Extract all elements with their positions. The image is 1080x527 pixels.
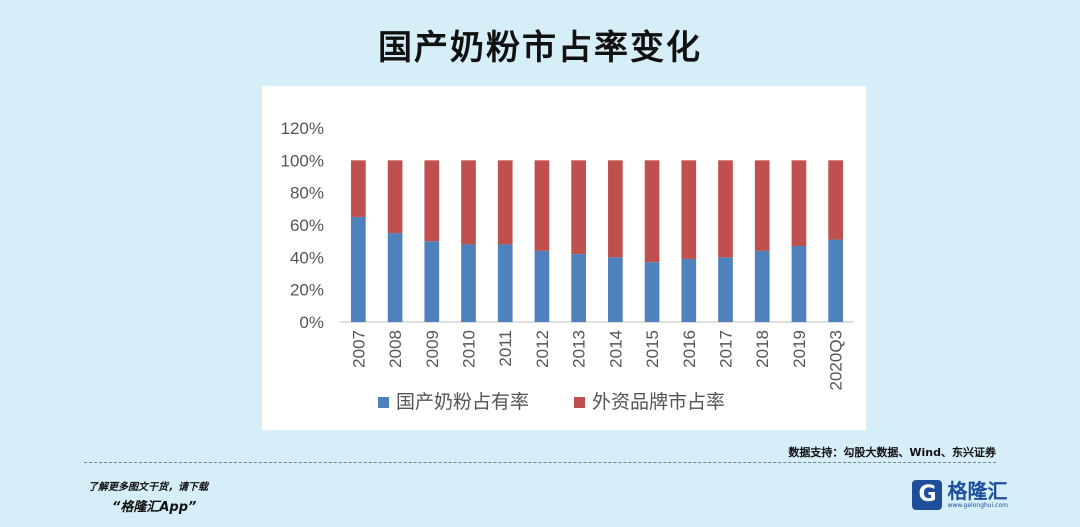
x-tick-label: 2010 bbox=[460, 330, 479, 368]
data-source-note: 数据支持：勾股大数据、Wind、东兴证券 bbox=[788, 446, 996, 459]
bar-foreign bbox=[424, 160, 440, 242]
bar-domestic bbox=[644, 262, 660, 322]
bar-domestic bbox=[534, 250, 550, 322]
x-tick-label: 2007 bbox=[349, 330, 368, 368]
chart-card: 0% 20% 40% 60% 80% 100% 120% 2007 2008 2009 2010 20… bbox=[262, 86, 866, 430]
bar-domestic bbox=[754, 250, 770, 322]
app-name-promo: “格隆汇App” bbox=[112, 500, 197, 515]
bar-foreign bbox=[644, 160, 660, 263]
y-tick-label: 40% bbox=[290, 248, 324, 267]
bar-domestic bbox=[571, 254, 586, 322]
bar-foreign bbox=[791, 160, 807, 247]
legend-label-foreign: 外资品牌市占率 bbox=[592, 391, 725, 413]
bar-foreign bbox=[608, 160, 623, 258]
x-tick-label: 2014 bbox=[606, 330, 625, 368]
stacked-bar-chart: 0% 20% 40% 60% 80% 100% 120% 2007 2008 2009 2010 20… bbox=[281, 119, 854, 413]
bar-domestic bbox=[461, 244, 476, 322]
logo-g-icon: G bbox=[912, 480, 943, 510]
x-tick-label: 2015 bbox=[643, 330, 662, 368]
y-tick-label: 20% bbox=[290, 281, 324, 300]
y-tick-label: 100% bbox=[281, 151, 324, 170]
bar-foreign bbox=[828, 160, 843, 240]
brand-logo: G 格隆汇 www.gelonghui.com bbox=[912, 478, 1008, 512]
bar-domestic bbox=[424, 241, 440, 322]
x-tick-label: 2009 bbox=[423, 330, 442, 368]
bar-foreign bbox=[754, 160, 770, 251]
page-title: 国产奶粉市占率变化 bbox=[378, 28, 702, 68]
bar-foreign bbox=[497, 160, 513, 245]
x-tick-label: 2018 bbox=[753, 330, 772, 368]
bar-domestic bbox=[828, 239, 843, 322]
y-tick-label: 60% bbox=[290, 216, 324, 235]
bar-domestic bbox=[497, 244, 513, 322]
x-tick-label: 2017 bbox=[717, 330, 736, 368]
bar-domestic bbox=[791, 246, 807, 322]
legend-label-domestic: 国产奶粉占有率 bbox=[396, 391, 529, 413]
bar-domestic bbox=[718, 257, 733, 322]
y-tick-label: 120% bbox=[281, 119, 324, 138]
x-tick-label: 2008 bbox=[386, 330, 405, 368]
x-tick-label: 2011 bbox=[496, 330, 515, 367]
y-tick-label: 0% bbox=[299, 313, 324, 332]
x-tick-label: 2019 bbox=[790, 330, 809, 368]
legend-swatch-foreign bbox=[574, 397, 585, 408]
x-tick-label: 2013 bbox=[570, 330, 589, 368]
logo-url: www.gelonghui.com bbox=[947, 502, 1008, 509]
x-tick-label: 2020Q3 bbox=[827, 330, 846, 391]
bar-domestic bbox=[387, 233, 403, 322]
bar-domestic bbox=[681, 258, 697, 322]
legend-swatch-domestic bbox=[378, 397, 389, 408]
logo-name: 格隆汇 bbox=[947, 479, 1008, 503]
bar-foreign bbox=[718, 160, 733, 258]
x-tick-label: 2012 bbox=[533, 330, 552, 368]
y-tick-label: 80% bbox=[290, 184, 324, 203]
bar-foreign bbox=[387, 160, 403, 234]
bar-foreign bbox=[571, 160, 586, 255]
bar-domestic bbox=[351, 216, 366, 322]
bar-foreign bbox=[461, 160, 476, 245]
x-tick-label: 2016 bbox=[680, 330, 699, 368]
bar-foreign bbox=[681, 160, 697, 259]
bar-foreign bbox=[351, 160, 366, 217]
bar-domestic bbox=[608, 257, 623, 322]
bar-foreign bbox=[534, 160, 550, 251]
divider bbox=[84, 462, 996, 463]
download-prompt: 了解更多图文干货，请下载 bbox=[88, 482, 208, 493]
